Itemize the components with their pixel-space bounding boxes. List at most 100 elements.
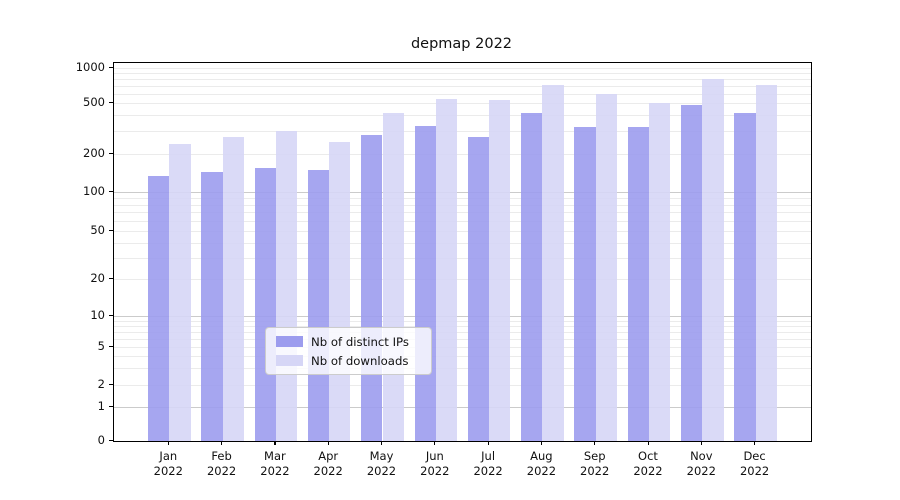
- bar-distinct-ips-apr: [307, 169, 330, 441]
- x-tick-label-sep: Sep 2022: [580, 449, 610, 478]
- x-tick-mark: [327, 441, 329, 445]
- x-tick-mark: [647, 441, 649, 445]
- y-tick-label: 50: [90, 222, 105, 237]
- x-tick-label-jan: Jan 2022: [153, 449, 183, 478]
- x-tick-mark: [221, 441, 223, 445]
- y-grid-line-minor: [114, 204, 811, 206]
- y-tick-label: 2: [97, 376, 105, 391]
- bar-downloads-may: [382, 112, 404, 441]
- y-grid-line-minor: [114, 356, 811, 358]
- x-tick-mark: [487, 441, 489, 445]
- legend-swatch-distinct-ips: [276, 336, 303, 347]
- x-tick-label-mar: Mar 2022: [260, 449, 290, 478]
- y-grid-line-minor: [114, 338, 811, 340]
- x-tick-mark: [274, 441, 276, 445]
- y-grid-line-major: [114, 316, 811, 317]
- y-grid-line-minor: [114, 115, 811, 117]
- y-grid-line-minor: [114, 73, 811, 75]
- bar-downloads-sep: [595, 93, 617, 441]
- y-tick-label: 20: [90, 270, 105, 285]
- y-grid-line-minor: [114, 93, 811, 95]
- bar-downloads-feb: [222, 137, 244, 441]
- y-tick-mark: [108, 439, 113, 441]
- bar-downloads-oct: [649, 103, 671, 441]
- y-grid-line-minor: [114, 79, 811, 81]
- y-tick-mark: [108, 229, 113, 231]
- bar-distinct-ips-nov: [681, 105, 703, 441]
- bar-downloads-aug: [542, 84, 564, 441]
- y-grid-line-minor: [114, 325, 811, 327]
- y-grid-line-major: [114, 192, 811, 193]
- y-grid-line-minor: [114, 86, 811, 87]
- y-tick-label: 200: [83, 145, 105, 160]
- bar-distinct-ips-sep: [574, 126, 596, 441]
- bar-downloads-dec: [755, 85, 777, 441]
- x-tick-mark: [167, 441, 169, 445]
- y-grid-line-minor: [114, 347, 811, 348]
- y-tick-mark: [108, 383, 113, 385]
- y-grid-line-minor: [114, 368, 811, 370]
- bar-distinct-ips-jan: [148, 175, 170, 441]
- y-grid-line-minor: [114, 242, 811, 244]
- legend-label-downloads: Nb of downloads: [311, 353, 409, 368]
- y-tick-label: 1: [97, 398, 105, 413]
- bar-downloads-jun: [435, 98, 458, 441]
- x-tick-mark: [434, 441, 436, 445]
- y-tick-label: 5: [97, 338, 105, 353]
- x-tick-label-may: May 2022: [366, 449, 397, 478]
- y-grid-line-minor: [114, 331, 811, 333]
- x-tick-label-nov: Nov 2022: [686, 449, 716, 478]
- legend-item-distinct-ips: Nb of distinct IPs: [276, 335, 431, 349]
- legend-item-downloads: Nb of downloads: [276, 354, 431, 368]
- y-tick-label: 500: [83, 94, 105, 109]
- y-grid-line-major: [114, 407, 811, 408]
- y-tick-mark: [108, 277, 113, 279]
- plot-area: [113, 62, 812, 442]
- y-tick-label: 0: [97, 432, 105, 447]
- bar-distinct-ips-mar: [254, 167, 276, 441]
- y-grid-line-minor: [114, 231, 811, 232]
- x-tick-label-dec: Dec 2022: [739, 449, 770, 478]
- bar-downloads-jan: [169, 143, 191, 441]
- x-tick-label-jul: Jul 2022: [473, 449, 503, 478]
- y-grid-line-minor: [114, 197, 811, 199]
- y-tick-mark: [108, 66, 113, 68]
- bar-distinct-ips-feb: [201, 171, 223, 441]
- bar-distinct-ips-oct: [627, 126, 649, 441]
- x-tick-mark: [594, 441, 596, 445]
- chart-title: depmap 2022: [410, 36, 513, 52]
- y-grid-line-minor: [114, 257, 811, 259]
- legend-label-distinct-ips: Nb of distinct IPs: [311, 334, 409, 349]
- y-tick-label: 100: [83, 183, 105, 198]
- bar-distinct-ips-may: [361, 135, 383, 441]
- x-tick-label-oct: Oct 2022: [633, 449, 663, 478]
- y-grid-line-minor: [114, 103, 811, 104]
- y-tick-mark: [108, 314, 113, 316]
- bar-downloads-nov: [702, 79, 724, 441]
- y-grid-line-minor: [114, 68, 811, 69]
- y-tick-mark: [108, 101, 113, 103]
- bar-distinct-ips-jun: [414, 126, 436, 441]
- x-tick-mark: [540, 441, 543, 445]
- x-tick-mark: [700, 441, 702, 445]
- y-tick-label: 10: [90, 307, 105, 322]
- x-tick-mark: [381, 441, 383, 445]
- x-tick-label-jun: Jun 2022: [420, 449, 450, 478]
- y-tick-mark: [108, 152, 113, 154]
- bar-downloads-jul: [489, 99, 511, 441]
- y-grid-line-minor: [114, 320, 811, 322]
- legend: Nb of distinct IPs Nb of downloads: [265, 327, 432, 375]
- y-grid-line-minor: [114, 385, 811, 386]
- x-tick-label-feb: Feb 2022: [206, 449, 237, 478]
- legend-swatch-downloads: [276, 355, 303, 366]
- bar-downloads-apr: [329, 141, 351, 441]
- y-grid-line-minor: [114, 279, 811, 280]
- bar-downloads-mar: [275, 130, 298, 441]
- bar-distinct-ips-jul: [467, 137, 490, 441]
- y-grid-line-minor: [114, 154, 811, 155]
- y-tick-label: 1000: [75, 59, 105, 74]
- x-tick-label-aug: Aug 2022: [526, 449, 557, 478]
- x-tick-label-apr: Apr 2022: [313, 449, 343, 478]
- y-grid-line-minor: [114, 220, 811, 222]
